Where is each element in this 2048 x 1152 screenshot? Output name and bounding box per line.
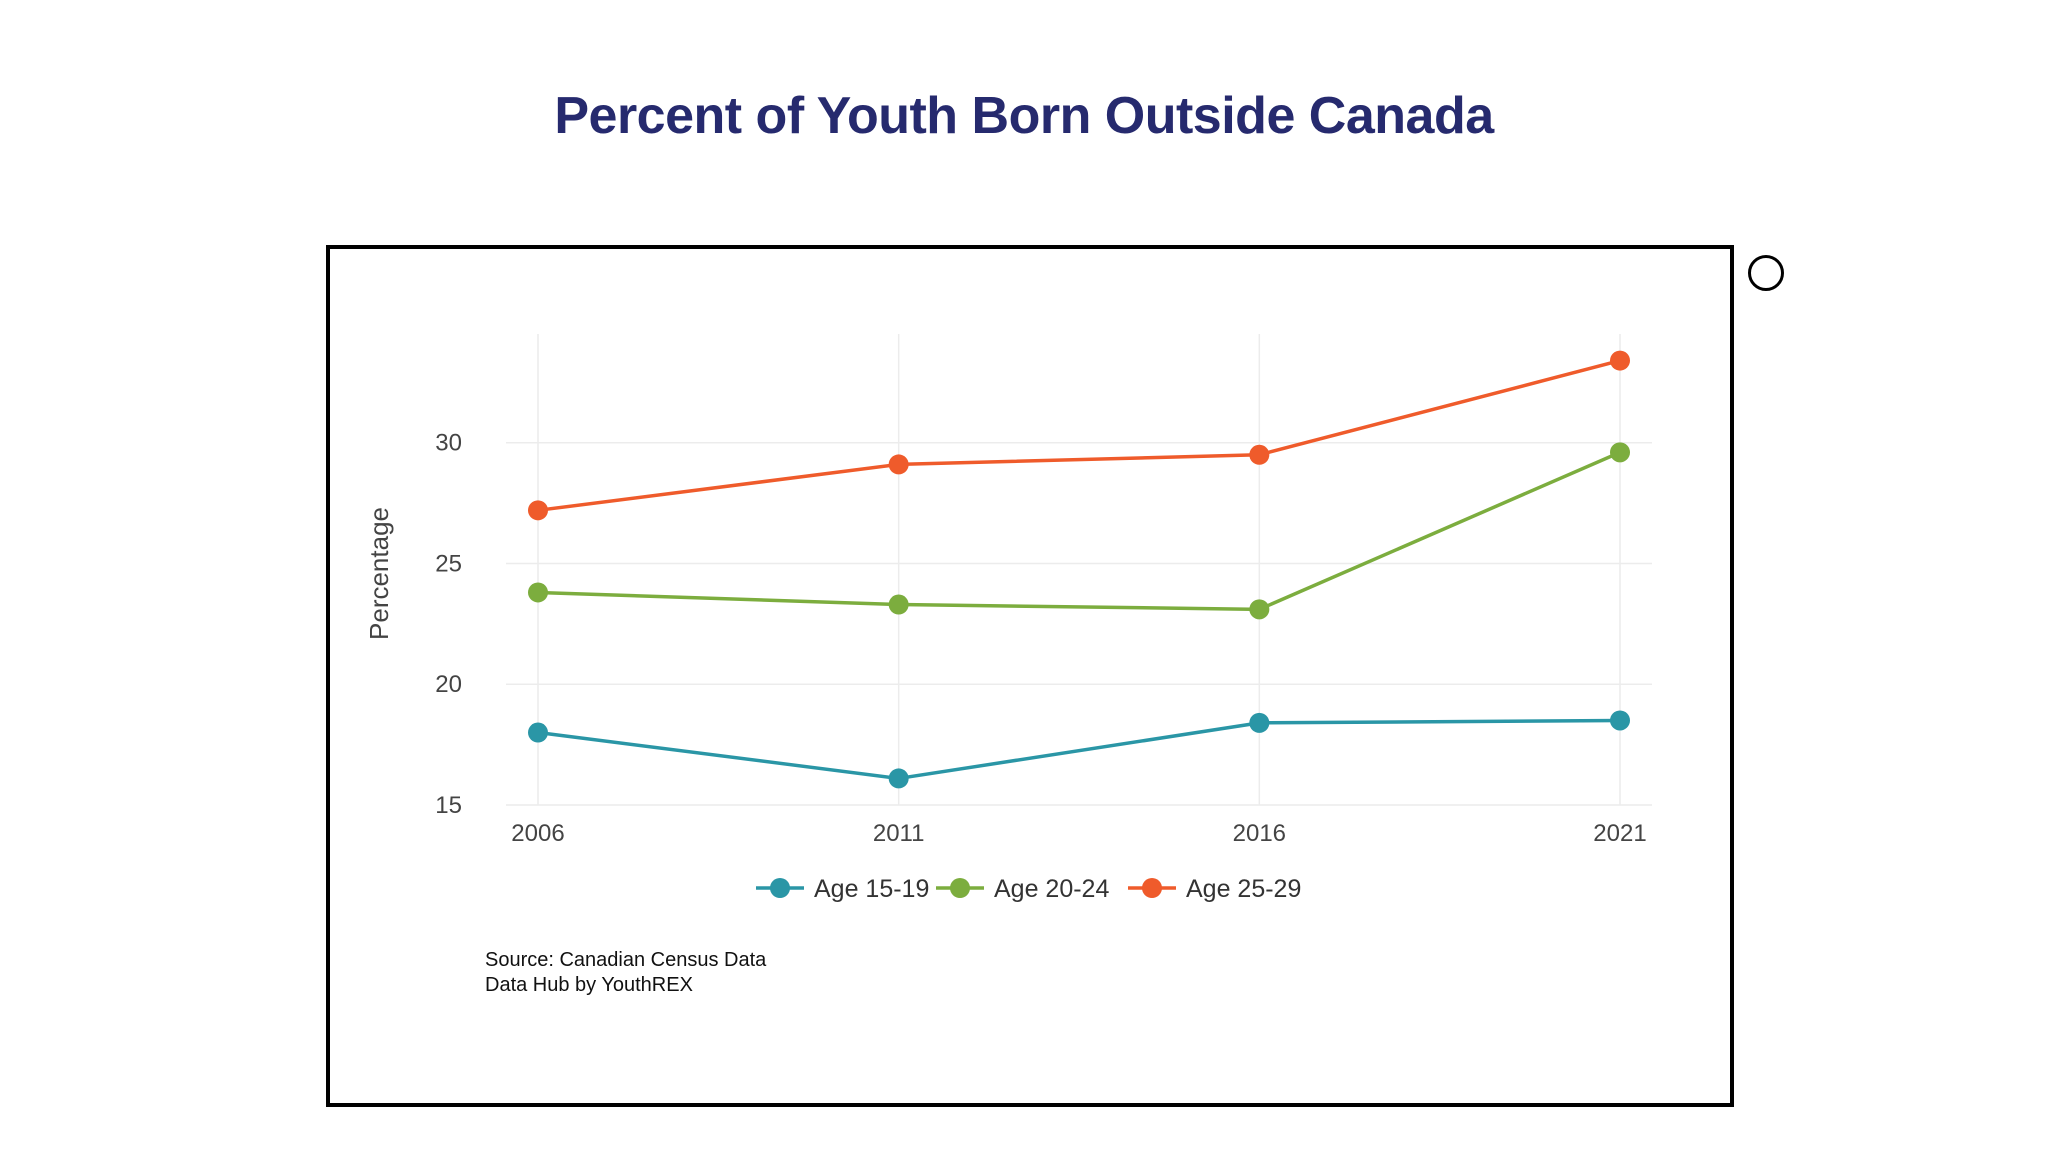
series-line [537, 358, 1621, 513]
x-tick-label: 2021 [1593, 820, 1646, 847]
y-tick-label: 30 [435, 430, 462, 457]
data-point [888, 594, 909, 615]
legend: Age 15-19 Age 20-24 Age 25-29 [756, 875, 1301, 903]
x-tick-label: 2011 [873, 820, 925, 847]
x-tick-label: 2016 [1233, 820, 1286, 847]
grid-layer [506, 334, 1652, 806]
page-title: Percent of Youth Born Outside Canada [554, 87, 1494, 145]
data-point [1249, 712, 1270, 733]
source-line: Data Hub by YouthREX [485, 974, 693, 996]
y-tick-label: 25 [435, 550, 462, 577]
data-point [1610, 710, 1630, 731]
source-note: Source: Canadian Census Data Data Hub by … [485, 949, 767, 996]
legend-label: Age 15-19 [814, 875, 929, 903]
y-tick-label: 15 [435, 792, 462, 819]
series-line [537, 718, 1621, 781]
data-point [888, 768, 909, 789]
source-line: Source: Canadian Census Data [485, 949, 767, 971]
data-point [1249, 599, 1270, 620]
data-point [528, 722, 548, 743]
legend-marker [950, 878, 970, 898]
legend-label: Age 20-24 [994, 875, 1109, 903]
data-point [1610, 350, 1630, 371]
series-layer [528, 350, 1630, 789]
legend-marker [1142, 878, 1162, 898]
data-point [528, 582, 548, 603]
x-tick-label: 2006 [511, 820, 564, 847]
legend-marker [770, 878, 790, 898]
legend-label: Age 25-29 [1186, 875, 1301, 903]
y-tick-label: 20 [435, 671, 462, 698]
series-line [537, 450, 1621, 612]
data-point [888, 454, 909, 475]
data-point [1249, 444, 1270, 465]
data-point [528, 500, 548, 521]
data-point [1610, 442, 1630, 463]
circle-handle-icon[interactable] [1748, 255, 1784, 291]
chart-frame [326, 245, 1734, 1107]
y-axis-label: Percentage [364, 507, 394, 640]
axis-layer: 15 20 25 30 2006 2011 2016 2021 Percentage [364, 430, 1647, 847]
